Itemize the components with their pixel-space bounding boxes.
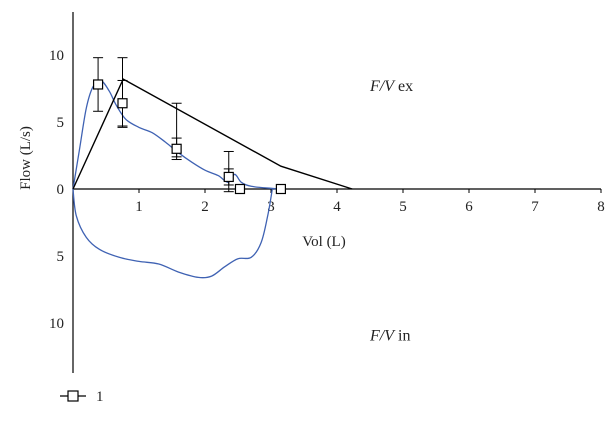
data-point-marker [275, 183, 286, 195]
annotation-inspiratory-italic: F/V [369, 327, 396, 344]
annotation-inspiratory: F/V in [369, 327, 410, 344]
x-tick-label: 8 [597, 199, 605, 215]
legend-label: 1 [96, 389, 104, 405]
annotation-expiratory-italic: F/V [369, 78, 396, 95]
x-tick-label: 6 [465, 199, 473, 215]
x-tick-label: 1 [135, 199, 143, 215]
predicted-line [72, 78, 353, 190]
annotation-expiratory: F/V ex [369, 78, 413, 95]
legend: 1 [60, 389, 104, 405]
x-tick-label: 4 [333, 199, 341, 215]
y-tick-label: 10 [49, 48, 64, 64]
x-ticks: 1 2 3 4 5 6 7 8 [135, 189, 605, 215]
data-point-marker [234, 183, 246, 195]
x-tick-label: 5 [399, 199, 407, 215]
y-tick-label: 5 [57, 115, 65, 131]
y-ticks: 10 5 0 5 10 [49, 48, 64, 332]
x-tick-label: 3 [267, 199, 275, 215]
annotation-inspiratory-plain: in [394, 327, 410, 344]
x-tick-label: 7 [531, 199, 539, 215]
annotation-expiratory-plain: ex [394, 78, 413, 95]
x-tick-label: 2 [201, 199, 209, 215]
y-tick-label: 10 [49, 316, 64, 332]
data-point-marker [117, 98, 128, 109]
y-tick-label: 0 [57, 182, 65, 198]
data-point-marker [223, 171, 234, 183]
inspiratory-curve [72, 188, 273, 279]
data-point-marker [92, 79, 104, 90]
y-tick-label: 5 [57, 249, 65, 265]
series-group [72, 57, 353, 279]
data-point-marker [171, 143, 182, 154]
x-axis-label: Vol (L) [302, 234, 345, 250]
legend-marker-square [67, 390, 79, 402]
y-axis-label: Flow (L/s) [18, 126, 34, 190]
